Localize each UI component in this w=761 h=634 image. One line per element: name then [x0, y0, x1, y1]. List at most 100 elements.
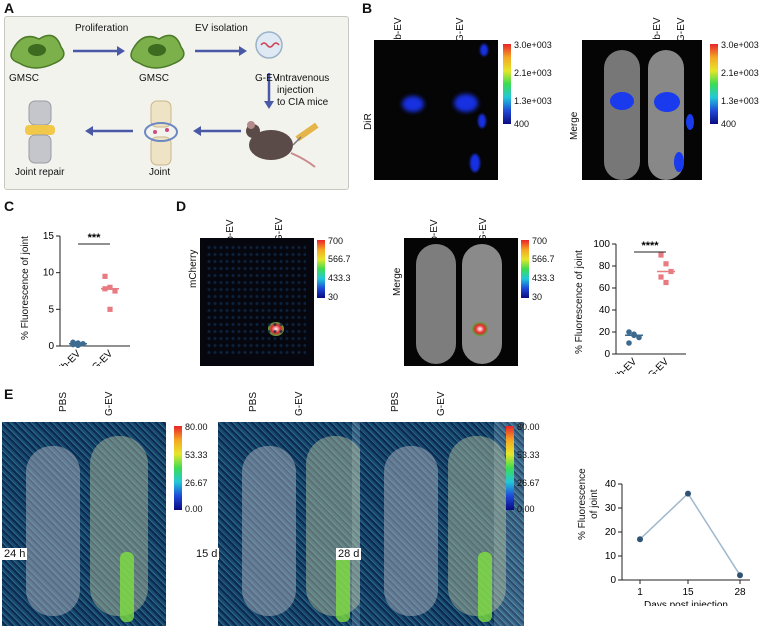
gmsc-cell-icon: [130, 34, 185, 69]
data-point: [102, 273, 108, 279]
col-label-g-ev: G-EV: [436, 391, 447, 416]
chart-e: 0 10 20 30 40 1 15 28 Days post injection: [605, 479, 750, 606]
d-ylabel: % Fluorescence of joint: [574, 250, 585, 354]
ev-isolation-label: EV isolation: [195, 23, 248, 34]
data-point: [107, 306, 113, 312]
dir-label: DiR: [363, 113, 374, 130]
y-tick-label: 20: [599, 327, 611, 338]
chart-c: 0 5 10 15 Fib-EV G-EV ***: [43, 231, 130, 366]
syringe-icon: [292, 122, 319, 146]
schematic-panel: GMSC Proliferation GMSC EV isolation G-E…: [4, 16, 349, 190]
colorbar-tick: 2.1e+003: [514, 68, 552, 78]
colorbar-tick: 30: [532, 292, 543, 302]
y-tick-label: 5: [48, 304, 54, 315]
x-tick-label: G-EV: [90, 348, 115, 366]
col-label-g-ev: G-EV: [294, 391, 305, 416]
gmsc-label: GMSC: [139, 73, 169, 84]
joint-label: Joint: [149, 167, 171, 178]
colorbar-tick: 1.3e+003: [514, 96, 552, 106]
colorbar-b2: [710, 44, 718, 124]
colorbar-b1: [503, 44, 511, 124]
data-point: [637, 536, 643, 543]
colorbar-e: [506, 426, 514, 510]
col-label-pbs: PBS: [58, 391, 69, 412]
significance-label: ***: [88, 232, 102, 244]
colorbar-tick: 53.33: [517, 450, 540, 460]
colorbar-tick: 566.7: [532, 254, 555, 264]
col-label-g-ev: G-EV: [455, 17, 466, 42]
x-tick-label: Fib-EV: [610, 356, 640, 374]
panel-letter-c: C: [4, 198, 15, 214]
colorbar-tick: 700: [328, 236, 344, 246]
merge-label: Merge: [392, 267, 403, 296]
colorbar-tick: 3.0e+003: [514, 40, 552, 50]
y-tick-label: 100: [593, 239, 610, 250]
data-point: [663, 279, 669, 286]
mcherry-merge-image: [404, 238, 518, 366]
mcherry-image: [200, 238, 314, 366]
colorbar-tick: 0.00: [185, 504, 203, 514]
x-tick-label: Fib-EV: [54, 348, 84, 366]
mcherry-label: mCherry: [188, 249, 199, 288]
ir-image-1: [218, 422, 382, 626]
timepoint-label: 24 h: [2, 548, 28, 560]
data-point: [663, 261, 669, 267]
injection-label: Intravenous injection to CIA mice: [277, 73, 330, 108]
panel-letter-d: D: [176, 198, 187, 214]
col-label-pbs: PBS: [248, 391, 259, 412]
colorbar-d2: [521, 240, 529, 298]
gmsc-label: GMSC: [9, 73, 39, 84]
data-point: [107, 284, 113, 290]
data-point: [658, 252, 664, 258]
merge-label: Merge: [569, 111, 580, 140]
joint-icon: [144, 100, 178, 166]
series-line: [639, 492, 741, 576]
y-tick-label: 15: [43, 231, 55, 242]
x-tick-label: 15: [682, 587, 694, 598]
colorbar-tick: 400: [514, 119, 530, 129]
proliferation-label: Proliferation: [75, 23, 129, 34]
colorbar-tick: 433.3: [328, 273, 351, 283]
data-point: [626, 329, 632, 335]
schematic-graphics: [10, 31, 319, 168]
colorbar-tick: 0.00: [517, 504, 535, 514]
y-tick-label: 10: [605, 551, 617, 562]
panel-letter-b: B: [362, 0, 373, 16]
colorbar-tick: 53.33: [185, 450, 208, 460]
timepoint-label: 15 d: [194, 548, 220, 560]
x-axis-label: Days post injection: [644, 600, 728, 606]
ir-image-0: [2, 422, 166, 626]
col-label-g-ev: G-EV: [676, 17, 687, 42]
ir-image-2: [360, 422, 524, 626]
panel-letter-e: E: [4, 386, 14, 402]
colorbar-tick: 3.0e+003: [721, 40, 759, 50]
colorbar-tick: 26.67: [185, 478, 208, 488]
timepoint-label: 28 d: [336, 548, 362, 560]
panel-letter-a: A: [4, 0, 15, 16]
y-tick-label: 20: [605, 527, 617, 538]
y-tick-label: 10: [43, 268, 55, 279]
significance-label: ****: [641, 240, 659, 252]
colorbar-d1: [317, 240, 325, 298]
dir-merge-image: [582, 40, 702, 180]
colorbar-tick: 26.67: [517, 478, 540, 488]
y-tick-label: 30: [605, 503, 617, 514]
data-point: [626, 340, 632, 346]
colorbar-tick: 1.3e+003: [721, 96, 759, 106]
colorbar-tick: 400: [721, 119, 737, 129]
colorbar-tick: 700: [532, 236, 548, 246]
data-point: [685, 490, 691, 497]
joint-repair-label: Joint repair: [15, 167, 65, 178]
data-point: [636, 334, 642, 341]
y-tick-label: 40: [605, 479, 617, 490]
y-tick-label: 0: [48, 341, 54, 352]
e-ylabel: % Fluorescence of joint: [577, 468, 600, 540]
gmsc-cell-icon: [10, 34, 65, 69]
x-tick-label: 1: [637, 587, 643, 598]
dir-fluorescence-image: [374, 40, 498, 180]
data-point: [658, 274, 664, 280]
y-tick-label: 0: [610, 575, 616, 586]
mouse-icon: [246, 121, 316, 168]
x-tick-label: G-EV: [646, 356, 671, 374]
x-tick-label: 28: [734, 587, 746, 598]
